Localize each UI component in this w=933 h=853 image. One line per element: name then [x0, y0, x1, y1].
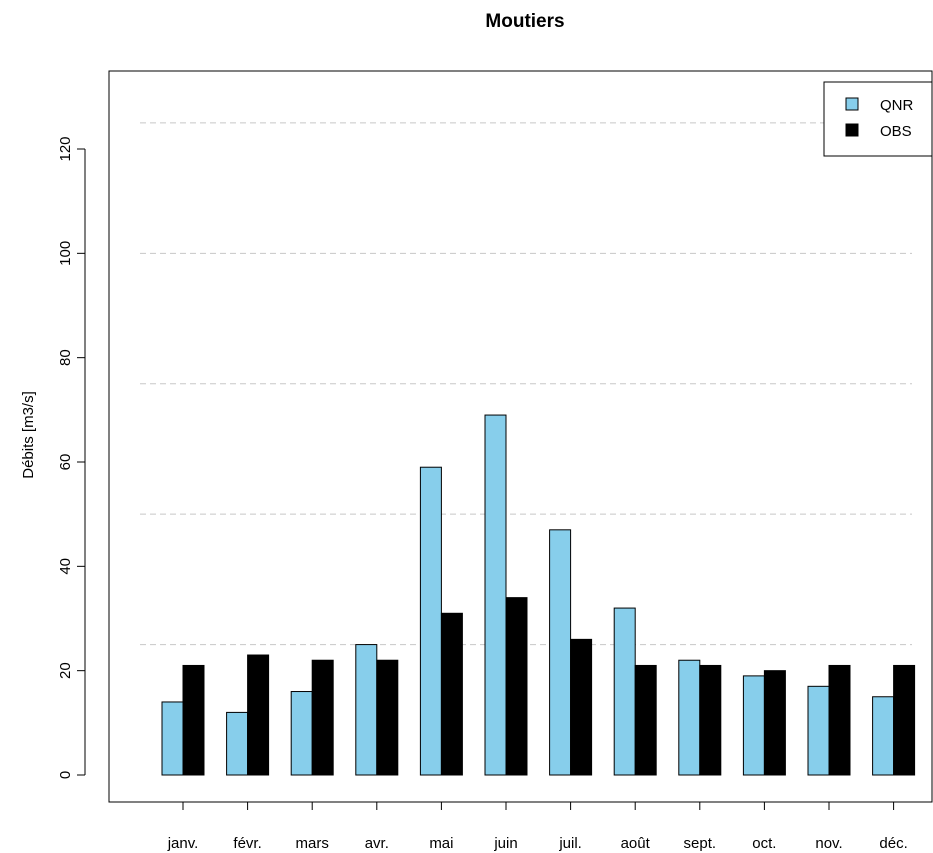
legend-swatch-obs: [845, 123, 859, 137]
x-tick-label-6: juil.: [558, 835, 582, 852]
x-tick-label-0: janv.: [167, 835, 199, 852]
y-tick-label-2: 40: [57, 558, 74, 575]
x-tick-label-3: avr.: [365, 835, 389, 852]
chart-title: Moutiers: [485, 11, 564, 32]
legend: QNR OBS: [823, 81, 933, 157]
bar-obs-10: [828, 664, 851, 776]
bar-qnr-7: [613, 607, 636, 776]
bar-qnr-6: [549, 529, 572, 776]
reference-lines: [140, 122, 912, 646]
x-tick-label-4: mai: [429, 835, 453, 852]
bar-obs-7: [634, 664, 657, 776]
bar-qnr-5: [484, 414, 507, 776]
bar-qnr-10: [807, 685, 830, 776]
bar-obs-8: [699, 664, 722, 776]
bar-obs-2: [311, 659, 334, 776]
bar-obs-4: [440, 612, 463, 776]
legend-box: [823, 81, 933, 157]
bar-obs-0: [182, 664, 205, 776]
x-tick-label-8: sept.: [684, 835, 717, 852]
legend-swatch-qnr: [845, 97, 859, 111]
x-tick-label-7: août: [621, 835, 651, 852]
y-tick-label-1: 20: [57, 662, 74, 679]
x-axis: janv. févr. mars avr. mai juin juil. août sept. o…: [167, 802, 908, 852]
bar-qnr-3: [355, 644, 378, 776]
bar-obs-3: [376, 659, 399, 776]
bar-qnr-9: [742, 675, 765, 776]
x-tick-label-11: déc.: [879, 835, 907, 852]
bar-obs-5: [505, 597, 528, 776]
y-tick-label-5: 100: [57, 241, 74, 266]
bar-qnr-0: [161, 701, 184, 776]
y-tick-label-0: 0: [57, 771, 74, 779]
y-tick-label-3: 60: [57, 454, 74, 471]
bar-obs-6: [570, 638, 593, 776]
plot-frame: [108, 70, 933, 803]
bar-qnr-8: [678, 659, 701, 776]
bar-obs-1: [247, 654, 270, 776]
legend-label-qnr: QNR: [880, 97, 914, 114]
bar-qnr-4: [419, 466, 442, 776]
x-tick-label-1: févr.: [233, 835, 261, 852]
y-tick-label-6: 120: [57, 136, 74, 161]
bar-qnr-1: [226, 711, 249, 776]
y-axis-label: Débits [m3/s]: [20, 391, 37, 479]
bar-qnr-11: [872, 696, 895, 776]
x-tick-label-2: mars: [296, 835, 329, 852]
bar-obs-9: [763, 670, 786, 776]
x-tick-label-5: juin: [493, 835, 517, 852]
bars: [161, 414, 916, 776]
bar-obs-11: [893, 664, 916, 776]
x-tick-label-9: oct.: [752, 835, 776, 852]
x-tick-label-10: nov.: [815, 835, 842, 852]
y-tick-label-4: 80: [57, 349, 74, 366]
y-axis: 0 20 40 60 80 100 120: [57, 136, 86, 779]
legend-label-obs: OBS: [880, 123, 912, 140]
bar-qnr-2: [290, 691, 313, 776]
